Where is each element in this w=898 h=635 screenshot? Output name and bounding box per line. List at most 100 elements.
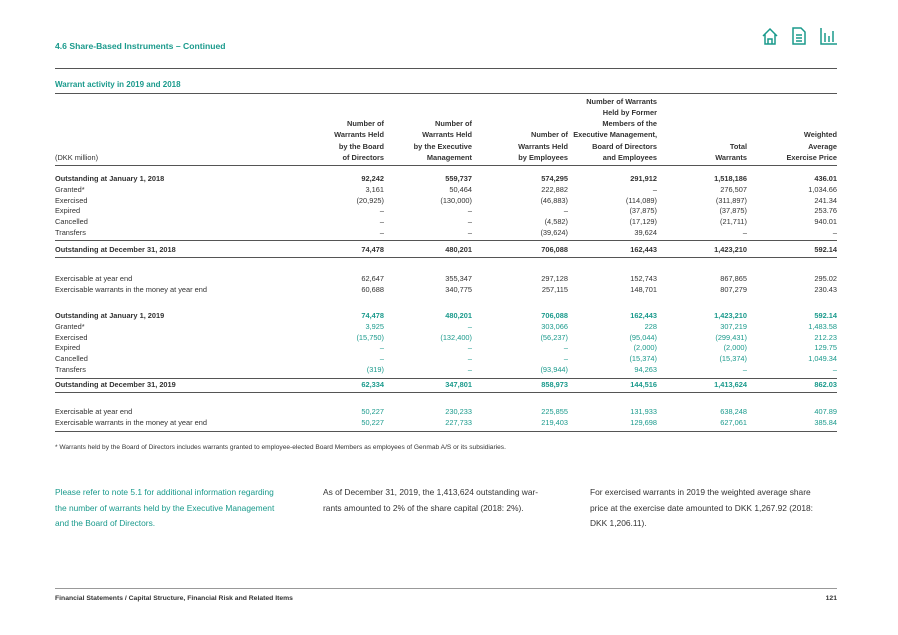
- cell: 62,334: [361, 380, 384, 389]
- cell: –: [832, 365, 837, 374]
- chart-icon[interactable]: [820, 28, 837, 45]
- cell: 867,865: [720, 274, 747, 283]
- cell: 129,698: [630, 417, 657, 427]
- cell: –: [467, 206, 472, 216]
- cell: (95,044): [629, 332, 657, 342]
- row-label: Transfers: [55, 228, 86, 237]
- cell: 858,973: [541, 380, 568, 389]
- row-label: Exercised: [55, 195, 88, 205]
- cell: (319): [366, 365, 384, 374]
- column-header: by Employees: [518, 153, 568, 162]
- cell: 94,263: [634, 365, 657, 374]
- unit-label: (DKK million): [55, 153, 99, 162]
- cell: 219,403: [541, 417, 568, 427]
- row-label: Transfers: [55, 365, 86, 374]
- cell: 291,912: [630, 174, 657, 183]
- cell: (39,624): [540, 228, 568, 237]
- cell: –: [467, 354, 472, 364]
- cell: 407.89: [814, 407, 837, 416]
- cell: –: [379, 217, 384, 227]
- cell: 241.34: [814, 195, 837, 205]
- cell: 3,161: [365, 184, 385, 194]
- table-title: Warrant activity in 2019 and 2018: [55, 80, 181, 89]
- column-header: Board of Directors: [592, 141, 657, 151]
- column-header: by the Executive: [413, 141, 472, 151]
- cell: (37,875): [719, 206, 747, 216]
- column-header: Executive Management,: [573, 130, 657, 140]
- cell: (15,374): [629, 354, 657, 364]
- cell: 3,925: [365, 321, 385, 331]
- cell: 940.01: [814, 217, 837, 227]
- cell: (46,883): [540, 195, 568, 205]
- paragraph-line: rants amounted to 2% of the share capita…: [323, 502, 524, 513]
- row-label: Outstanding at December 31, 2018: [55, 245, 176, 254]
- column-header: Members of the: [602, 119, 657, 129]
- cell: (21,711): [720, 217, 747, 227]
- cell: 228: [644, 321, 657, 331]
- paragraph-line: the number of warrants held by the Execu…: [55, 502, 275, 513]
- cell: (15,750): [356, 332, 384, 342]
- cell: 706,088: [541, 311, 568, 320]
- column-header: Exercise Price: [786, 153, 837, 162]
- cell: 50,464: [449, 184, 472, 194]
- cell: 385.84: [814, 417, 837, 427]
- cell: 148,701: [630, 284, 657, 294]
- row-label: Cancelled: [55, 217, 88, 227]
- column-header: Warrants Held: [518, 141, 568, 151]
- column-header: Number of: [347, 119, 384, 129]
- paragraph-line: As of December 31, 2019, the 1,413,624 o…: [323, 487, 539, 497]
- paragraph-line: For exercised warrants in 2019 the weigh…: [590, 487, 811, 497]
- cell: (93,944): [540, 365, 568, 374]
- cell: (2,000): [633, 343, 657, 353]
- cell: 1,034.66: [808, 184, 837, 194]
- footer-breadcrumb: Financial Statements / Capital Structure…: [55, 595, 293, 602]
- column-header: Warrants Held: [334, 130, 384, 140]
- cell: 807,279: [720, 284, 747, 294]
- page-number: 121: [825, 595, 837, 602]
- column-header: Held by Former: [602, 107, 657, 117]
- cell: –: [652, 184, 657, 194]
- rule: [55, 588, 837, 589]
- cell: 436.01: [814, 174, 837, 183]
- cell: 480,201: [445, 245, 472, 254]
- footnote: * Warrants held by the Board of Director…: [55, 444, 506, 451]
- nav-icons: [762, 27, 837, 45]
- cell: 230.43: [814, 284, 837, 294]
- cell: –: [379, 354, 384, 364]
- cell: 222,882: [541, 184, 568, 194]
- row-label: Outstanding at December 31, 2019: [55, 380, 176, 389]
- cell: 340,775: [445, 284, 472, 294]
- cell: 480,201: [445, 311, 472, 320]
- cell: (4,582): [544, 217, 568, 227]
- cell: 574,295: [541, 174, 568, 183]
- cell: (311,897): [715, 195, 747, 205]
- cell: 297,128: [541, 274, 568, 283]
- cell: –: [467, 217, 472, 227]
- column-header: Number of: [435, 119, 472, 129]
- cell: 74,478: [361, 245, 384, 254]
- cell: 144,516: [630, 380, 657, 389]
- cell: 1,423,210: [714, 245, 747, 254]
- column-header: Total: [729, 141, 747, 151]
- cell: –: [832, 228, 837, 237]
- cell: 74,478: [361, 311, 384, 320]
- cell: –: [467, 228, 472, 237]
- row-label: Granted*: [55, 321, 85, 331]
- cell: (130,000): [440, 195, 472, 205]
- cell: (37,875): [629, 206, 657, 216]
- cell: 60,688: [361, 284, 384, 294]
- cell: 257,115: [541, 284, 568, 294]
- rule: [55, 392, 837, 393]
- document-icon[interactable]: [792, 27, 806, 45]
- cell: 355,347: [445, 274, 472, 283]
- rule: [55, 93, 837, 94]
- row-label: Expired: [55, 343, 81, 353]
- home-icon[interactable]: [762, 27, 778, 45]
- cell: 227,733: [445, 417, 472, 427]
- cell: –: [467, 365, 472, 374]
- row-label: Outstanding at January 1, 2018: [55, 174, 165, 183]
- rule: [55, 431, 837, 432]
- cell: 592.14: [814, 245, 837, 254]
- cell: (299,431): [715, 332, 747, 342]
